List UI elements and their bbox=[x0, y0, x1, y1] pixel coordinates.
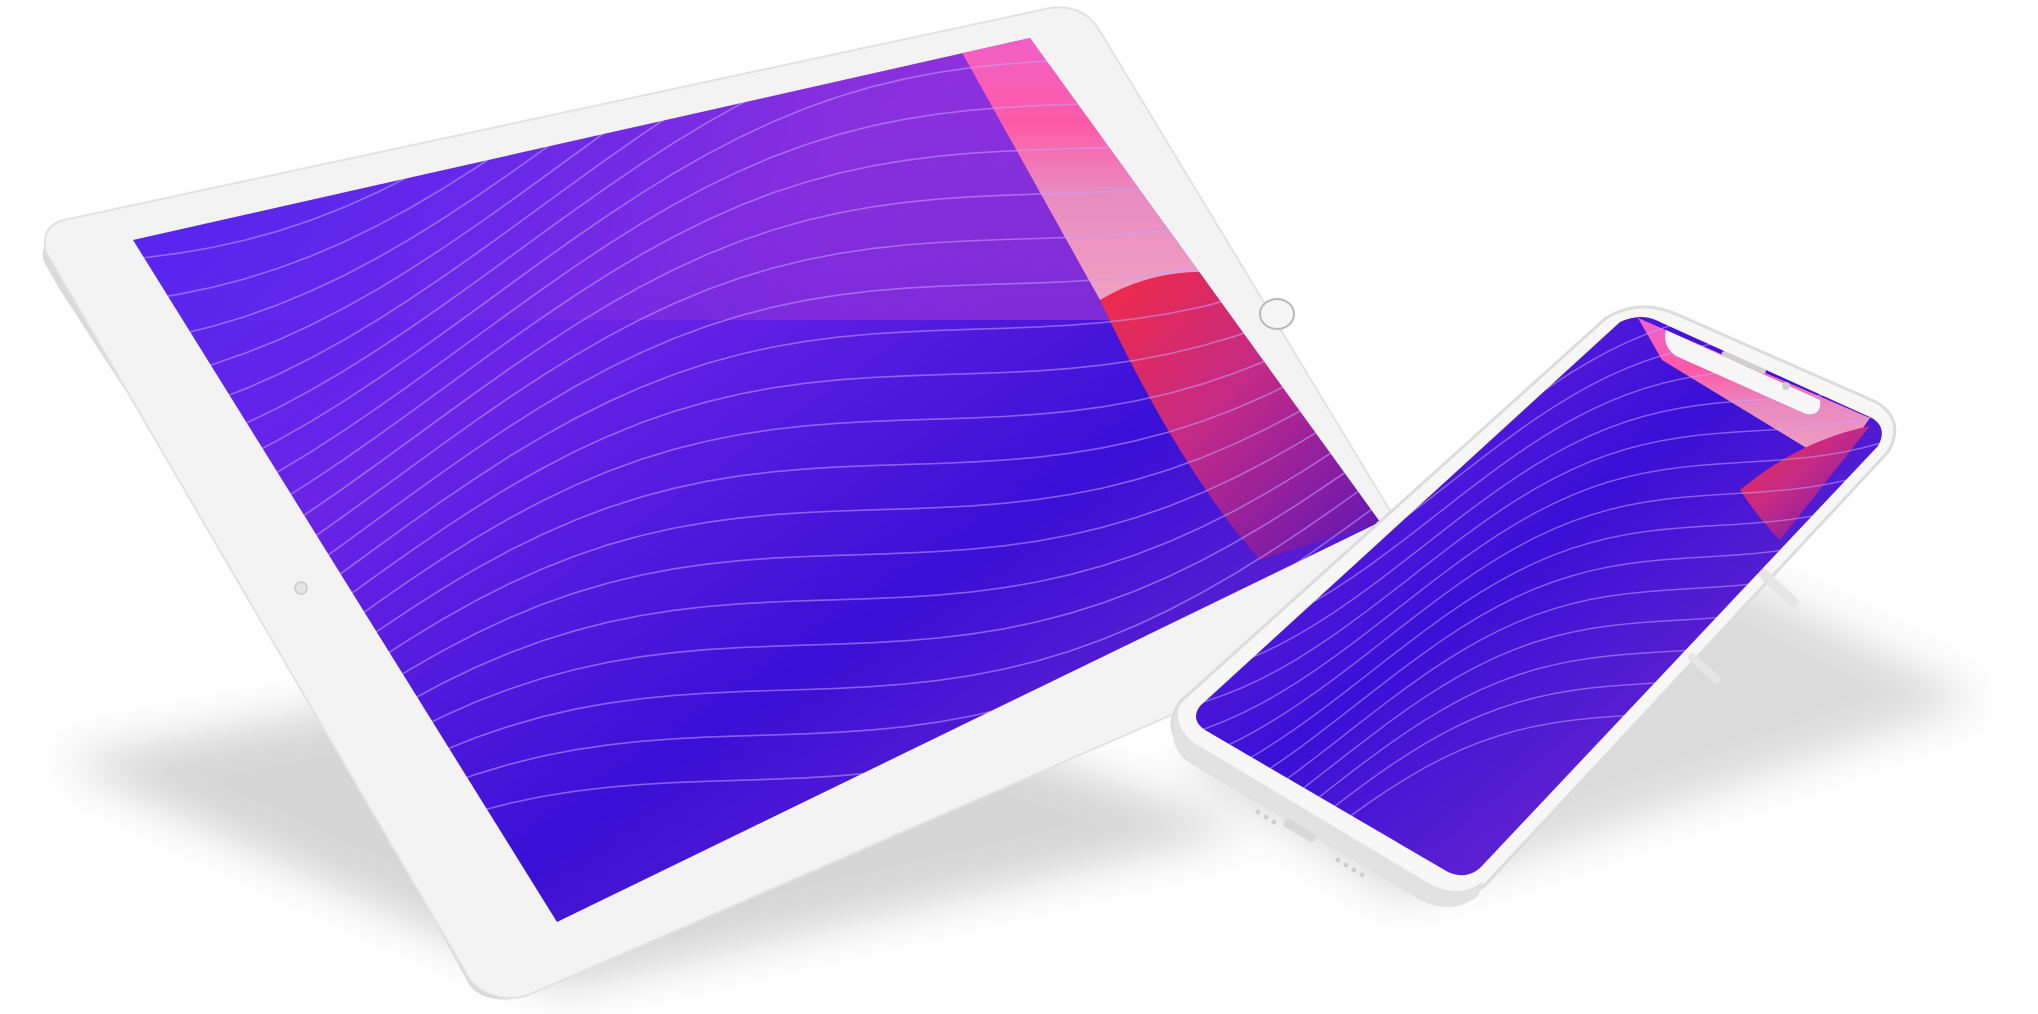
tablet-wave-line bbox=[133, 38, 1380, 477]
tablet-home-button[interactable] bbox=[1259, 298, 1295, 330]
phone-wave-line bbox=[1196, 409, 1882, 712]
tablet-device bbox=[42, 6, 1431, 1000]
phone-volume-button[interactable] bbox=[1687, 651, 1722, 684]
phone-wave-line bbox=[1196, 488, 1882, 796]
phone-side-button[interactable] bbox=[1750, 561, 1801, 609]
tablet-wave-line bbox=[133, 38, 1380, 351]
phone-camera-icon bbox=[1782, 382, 1790, 390]
phone-wallpaper-red-panel bbox=[1740, 426, 1870, 540]
phone-speaker-holes bbox=[1255, 809, 1365, 878]
phone-wave-line bbox=[1196, 436, 1882, 740]
tablet-camera-icon bbox=[294, 581, 308, 595]
phone-wave-line bbox=[1196, 462, 1882, 768]
phone-speaker-grille bbox=[1721, 351, 1766, 374]
phone-notch bbox=[1665, 330, 1821, 415]
tablet-wave-line bbox=[133, 38, 1380, 308]
phone-charging-port bbox=[1283, 818, 1317, 842]
phone-wave-line bbox=[1196, 514, 1882, 823]
tablet-wave-line bbox=[133, 38, 1380, 264]
tablet-wallpaper-red-panel bbox=[1100, 271, 1380, 560]
